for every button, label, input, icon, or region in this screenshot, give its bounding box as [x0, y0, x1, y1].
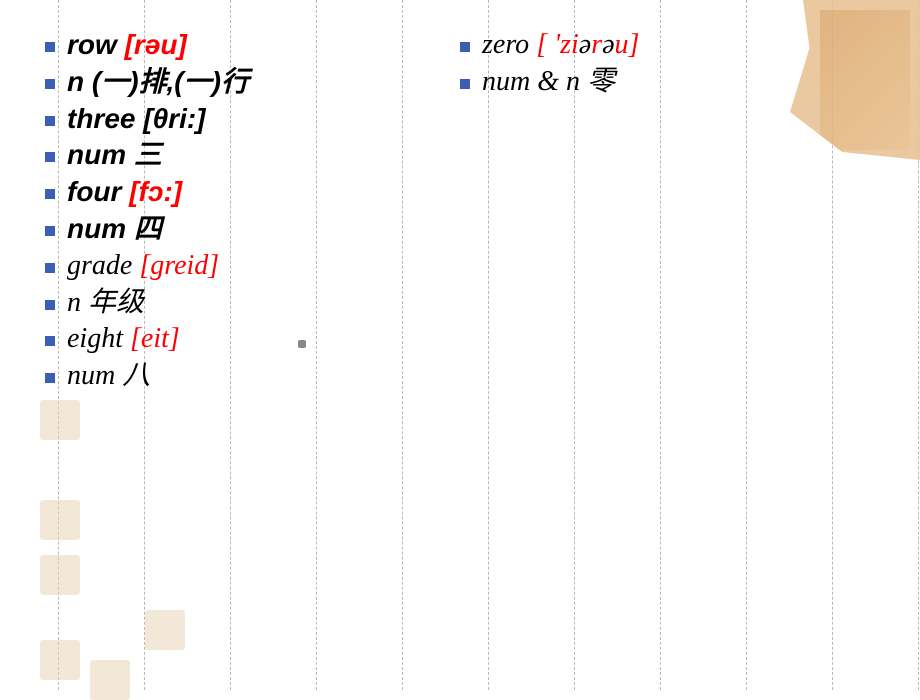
item-text: n 年级: [67, 288, 144, 319]
list-item: num & n 零: [460, 67, 875, 98]
bullet-icon: [45, 42, 55, 52]
text-part: [fɔ:]: [129, 176, 182, 207]
text-part: num & n 零: [482, 66, 615, 97]
list-item: num 三: [45, 140, 460, 171]
text-part: num 三: [67, 139, 162, 170]
decoration-seal: [40, 640, 80, 680]
item-text: num 八: [67, 361, 150, 392]
text-part: num 四: [67, 213, 162, 244]
bullet-icon: [45, 116, 55, 126]
decoration-seal: [40, 400, 80, 440]
bullet-icon: [45, 263, 55, 273]
text-part: row: [67, 29, 125, 60]
left-column: row [rəu] n (一)排,(一)行 three [θri:] num 三 fou…: [45, 30, 460, 398]
text-part: three [θri:]: [67, 103, 206, 134]
item-text: zero [ 'ziərəu]: [482, 30, 639, 61]
list-item: four [fɔ:]: [45, 177, 460, 208]
text-part: n (一)排,(一)行: [67, 66, 249, 97]
item-text: three [θri:]: [67, 104, 206, 135]
decoration-seal: [145, 610, 185, 650]
text-part: ə: [579, 29, 591, 60]
item-text: row [rəu]: [67, 30, 187, 61]
bullet-icon: [45, 226, 55, 236]
list-item: row [rəu]: [45, 30, 460, 61]
bullet-icon: [45, 300, 55, 310]
text-part: r: [591, 29, 602, 60]
list-item: three [θri:]: [45, 104, 460, 135]
text-part: num 八: [67, 360, 150, 391]
list-item: num 四: [45, 214, 460, 245]
bullet-icon: [45, 79, 55, 89]
list-item: zero [ 'ziərəu]: [460, 30, 875, 61]
bullet-icon: [45, 152, 55, 162]
bullet-icon: [45, 336, 55, 346]
item-text: num 三: [67, 140, 162, 171]
list-item: num 八: [45, 361, 460, 392]
text-part: grade: [67, 250, 139, 281]
text-part: u]: [615, 29, 640, 60]
bullet-icon: [460, 42, 470, 52]
item-text: grade [greid]: [67, 251, 219, 282]
bullet-icon: [45, 373, 55, 383]
item-text: eight [eit]: [67, 324, 180, 355]
text-part: n 年级: [67, 287, 144, 318]
decoration-seal: [40, 500, 80, 540]
text-part: [eit]: [130, 323, 180, 354]
list-item: eight [eit]: [45, 324, 460, 355]
item-text: num 四: [67, 214, 162, 245]
right-column: zero [ 'ziərəu]num & n 零: [460, 30, 875, 398]
list-item: n (一)排,(一)行: [45, 67, 460, 98]
text-part: [ 'zi: [536, 29, 579, 60]
text-part: eight: [67, 323, 130, 354]
text-part: zero: [482, 29, 536, 60]
item-text: four [fɔ:]: [67, 177, 182, 208]
decoration-seal: [90, 660, 130, 700]
slide-content: row [rəu] n (一)排,(一)行 three [θri:] num 三 fou…: [45, 30, 875, 398]
bullet-icon: [45, 189, 55, 199]
text-part: [rəu]: [125, 29, 187, 60]
bullet-icon: [460, 79, 470, 89]
item-text: num & n 零: [482, 67, 615, 98]
text-part: [greid]: [139, 250, 219, 281]
list-item: grade [greid]: [45, 251, 460, 282]
decoration-seal: [40, 555, 80, 595]
list-item: n 年级: [45, 288, 460, 319]
text-part: ə: [602, 29, 614, 60]
item-text: n (一)排,(一)行: [67, 67, 249, 98]
text-part: four: [67, 176, 129, 207]
